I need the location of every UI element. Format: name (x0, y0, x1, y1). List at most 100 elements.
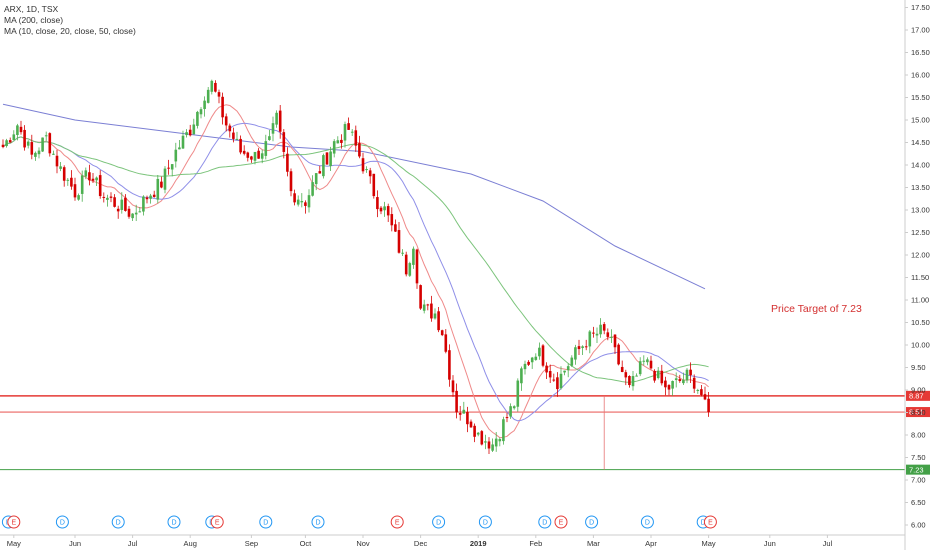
candle-body (296, 199, 300, 205)
candle-body (559, 373, 563, 389)
y-tick-label: 6.50 (911, 498, 926, 507)
candle-body (282, 132, 286, 152)
candle-body (210, 80, 214, 92)
candle-body (170, 164, 174, 170)
legend-ma-multi[interactable]: MA (10, close, 20, close, 50, close) (4, 26, 136, 36)
candle-body (149, 195, 152, 199)
x-tick-label: Oct (300, 539, 313, 548)
candle-body (520, 368, 523, 384)
x-tick-label: May (7, 539, 21, 548)
price-level-tag (906, 390, 930, 401)
candle-body (617, 344, 620, 365)
y-tick-label: 15.00 (911, 116, 930, 125)
candle-body (458, 413, 462, 415)
candle-body (293, 193, 296, 203)
candle-body (48, 133, 52, 154)
x-tick-label: Jul (823, 539, 833, 548)
candle-body (584, 346, 588, 348)
event-marker-label: E (11, 519, 16, 526)
candle-body (534, 356, 538, 360)
dividend-marker (538, 515, 552, 529)
y-tick-label: 9.00 (911, 386, 926, 395)
x-tick-label: Jun (764, 539, 776, 548)
y-tick-label: 12.00 (911, 251, 930, 260)
candle-body (95, 177, 98, 181)
candle-body (304, 202, 307, 206)
legend-symbol[interactable]: ARX, 1D, TSX (4, 4, 59, 14)
dividend-marker (432, 515, 446, 529)
candle-body (556, 377, 559, 390)
candle-body (620, 366, 624, 372)
candle-body (523, 363, 527, 370)
candle-body (487, 441, 491, 449)
candle-body (448, 350, 451, 380)
candle-body (462, 409, 466, 414)
candle-body (703, 394, 707, 400)
y-tick-label: 10.50 (911, 318, 930, 327)
y-tick-label: 16.00 (911, 71, 930, 80)
candle-body (124, 197, 127, 211)
price-level-tag (906, 407, 930, 418)
candle-body (109, 196, 113, 198)
candle-body (322, 155, 325, 177)
candle-body (480, 431, 484, 445)
candle-body (138, 211, 142, 213)
candle-body (307, 195, 311, 208)
candle-body (642, 360, 646, 362)
candle-body (73, 184, 77, 198)
y-tick-label: 16.50 (911, 48, 930, 57)
candle-body (667, 385, 671, 390)
candle-body (318, 171, 322, 174)
dividend-marker (259, 515, 273, 529)
candle-body (494, 438, 498, 447)
candle-body (257, 150, 260, 159)
candle-body (30, 142, 34, 155)
candle-body (214, 82, 217, 92)
candle-body (588, 331, 592, 347)
candle-body (77, 195, 80, 200)
candle-body (552, 379, 556, 381)
candle-body (415, 249, 419, 284)
candle-body (548, 371, 552, 378)
candle-body (401, 252, 404, 254)
y-tick-label: 9.50 (911, 363, 926, 372)
candle-body (113, 197, 116, 207)
candle-body (131, 213, 134, 219)
event-marker-label: E (215, 519, 220, 526)
candle-body (527, 361, 530, 365)
candle-body (696, 390, 700, 391)
candle-body (613, 334, 617, 348)
candle-body (689, 369, 692, 376)
candle-body (203, 100, 206, 110)
candle-body (685, 369, 689, 381)
candle-body (275, 112, 278, 125)
candle-body (329, 151, 332, 167)
candle-body (239, 138, 242, 153)
candle-body (242, 150, 246, 154)
candle-body (390, 214, 394, 226)
event-marker-label: E (395, 519, 400, 526)
candle-body (106, 197, 109, 200)
candle-body (19, 126, 23, 133)
y-tick-label: 10.00 (911, 341, 930, 350)
candle-body (232, 132, 235, 139)
legend-ma200[interactable]: MA (200, close) (4, 15, 64, 25)
event-marker-label: D (645, 519, 650, 526)
candle-body (224, 116, 228, 126)
candle-body (1, 144, 5, 147)
x-tick-label: 2019 (470, 539, 487, 548)
dividend-marker (640, 515, 654, 529)
candle-body (221, 96, 224, 118)
candle-body (649, 360, 653, 369)
price-level-tag-label: 8.51 (909, 408, 924, 417)
dividend-marker (311, 515, 325, 529)
price-target-annotation[interactable]: Price Target of 7.23 (771, 303, 862, 315)
x-tick-label: Dec (414, 539, 428, 548)
event-marker-label: D (701, 519, 706, 526)
candle-body (332, 141, 336, 154)
candle-body (55, 155, 59, 167)
y-tick-label: 6.00 (911, 521, 926, 530)
candle-body (178, 147, 181, 150)
candle-body (530, 357, 534, 363)
